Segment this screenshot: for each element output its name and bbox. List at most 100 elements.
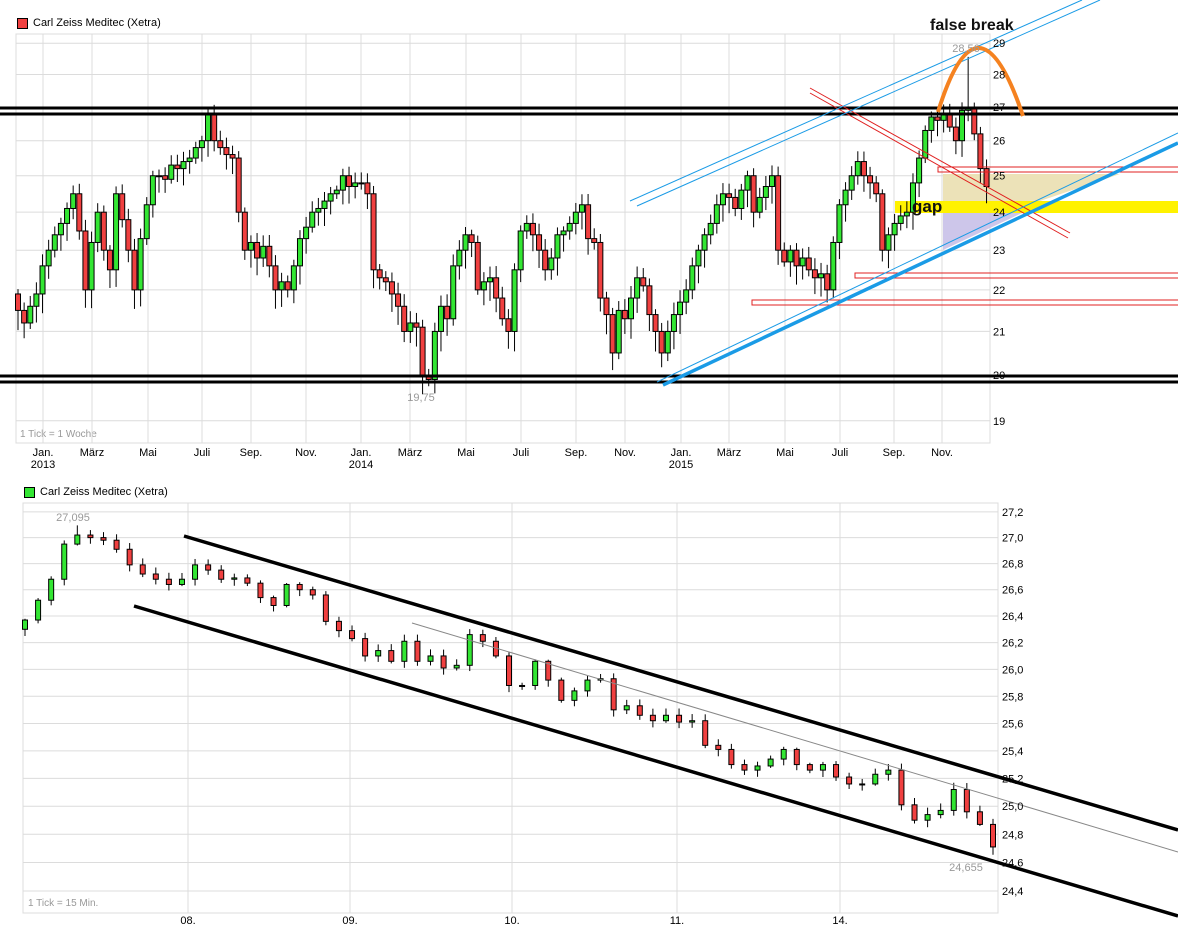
weekly-candle bbox=[572, 202, 579, 235]
candle-body bbox=[976, 811, 983, 825]
weekly-candle bbox=[57, 217, 64, 251]
candle-body bbox=[873, 182, 880, 195]
weekly-candle bbox=[437, 295, 444, 352]
weekly-candle bbox=[39, 254, 46, 314]
candle-body bbox=[119, 193, 126, 221]
bottom-chart-legend: Carl Zeiss Meditec (Xetra) bbox=[24, 486, 168, 498]
candle-body bbox=[162, 175, 169, 180]
candle-body bbox=[192, 147, 199, 159]
candle-body bbox=[719, 193, 726, 206]
weekly-candle bbox=[27, 295, 34, 329]
candle-body bbox=[186, 157, 193, 163]
weekly-candle bbox=[860, 151, 867, 192]
weekly-candle bbox=[952, 117, 959, 155]
top-x-year-label: 2014 bbox=[349, 459, 373, 471]
candle-body bbox=[677, 301, 684, 316]
candle-body bbox=[362, 638, 369, 657]
candle-body bbox=[370, 193, 377, 271]
intraday-candle bbox=[257, 580, 264, 603]
candle-body bbox=[707, 222, 714, 236]
bottom-x-tick-label: 08. bbox=[180, 915, 195, 927]
candle-body bbox=[15, 293, 21, 311]
weekly-candle bbox=[701, 228, 708, 268]
weekly-candle bbox=[162, 167, 169, 193]
candle-body bbox=[87, 534, 94, 539]
candle-body bbox=[897, 215, 904, 224]
weekly-candle bbox=[339, 168, 346, 205]
downtrend-line-a bbox=[809, 87, 1071, 234]
candle-body bbox=[413, 322, 420, 328]
weekly-candle bbox=[309, 201, 316, 233]
weekly-candle bbox=[143, 197, 150, 245]
candle-body bbox=[916, 157, 923, 184]
candle-body bbox=[911, 804, 918, 821]
candle-body bbox=[444, 305, 451, 320]
candle-body bbox=[652, 314, 659, 332]
intraday-candle bbox=[218, 565, 225, 583]
candle-body bbox=[149, 175, 156, 206]
candle-body bbox=[51, 234, 58, 251]
candle-body bbox=[211, 113, 218, 142]
candle-body bbox=[819, 764, 826, 771]
weekly-candle bbox=[456, 240, 463, 280]
intraday-candle bbox=[597, 673, 604, 683]
bottom-x-tick-label: 10. bbox=[504, 915, 519, 927]
candle-body bbox=[487, 277, 494, 283]
weekly-candle bbox=[536, 223, 543, 268]
weekly-candle bbox=[713, 194, 720, 234]
candle-body bbox=[891, 222, 898, 236]
weekly-candle bbox=[106, 245, 113, 288]
candle-body bbox=[352, 182, 359, 188]
candle-body bbox=[833, 764, 840, 778]
support-zone-21-7 bbox=[751, 299, 1178, 306]
bottom-y-tick-label: 26,8 bbox=[1002, 559, 1023, 571]
candle-body bbox=[254, 241, 261, 259]
candle-body bbox=[223, 147, 230, 156]
weekly-candle bbox=[45, 239, 52, 279]
weekly-candle bbox=[450, 254, 457, 326]
weekly-candle bbox=[21, 302, 28, 339]
weekly-candle bbox=[217, 130, 224, 155]
candle-body bbox=[474, 241, 481, 291]
candle-body bbox=[959, 109, 966, 142]
candle-body bbox=[257, 582, 264, 599]
candle-body bbox=[517, 230, 524, 271]
weekly-candle bbox=[603, 291, 610, 335]
weekly-candle bbox=[296, 230, 303, 285]
candle-body bbox=[658, 330, 665, 354]
weekly-candle bbox=[260, 235, 267, 267]
upper-channel-line-b bbox=[636, 0, 1101, 207]
weekly-candle bbox=[775, 166, 782, 265]
intraday-candle bbox=[911, 797, 918, 824]
candle-body bbox=[431, 330, 438, 380]
candle-body bbox=[174, 164, 181, 170]
candle-body bbox=[701, 234, 708, 251]
candle-body bbox=[584, 679, 591, 692]
intraday-candle bbox=[283, 583, 290, 608]
candle-body bbox=[846, 776, 853, 785]
candle-body bbox=[235, 157, 242, 213]
candle-body bbox=[879, 193, 886, 251]
candle-body bbox=[781, 249, 788, 263]
weekly-candle bbox=[468, 229, 475, 258]
candle-body bbox=[139, 564, 146, 575]
weekly-candle bbox=[94, 203, 101, 253]
candle-body bbox=[756, 196, 763, 213]
candle-body bbox=[450, 265, 457, 320]
bottom-axis: 08. 09. 10. 11. 14. 24,4 24,6 24,8 25,0 25,2 25,4 2… bbox=[180, 507, 1023, 927]
candle-body bbox=[260, 245, 267, 259]
candle-body bbox=[872, 773, 879, 785]
weekly-candle bbox=[903, 201, 910, 229]
candle-body bbox=[137, 238, 144, 291]
weekly-candle bbox=[542, 239, 549, 281]
candle-body bbox=[983, 168, 990, 188]
weekly-candle bbox=[615, 301, 622, 360]
legend-swatch-green bbox=[24, 486, 35, 498]
weekly-candle bbox=[529, 213, 536, 252]
top-overlays: false break gap 28,56 19,75 bbox=[0, 0, 1178, 404]
resistance-zone-25 bbox=[937, 166, 1178, 173]
candle-body bbox=[909, 182, 916, 213]
candle-body bbox=[165, 578, 172, 585]
candle-body bbox=[799, 257, 806, 267]
